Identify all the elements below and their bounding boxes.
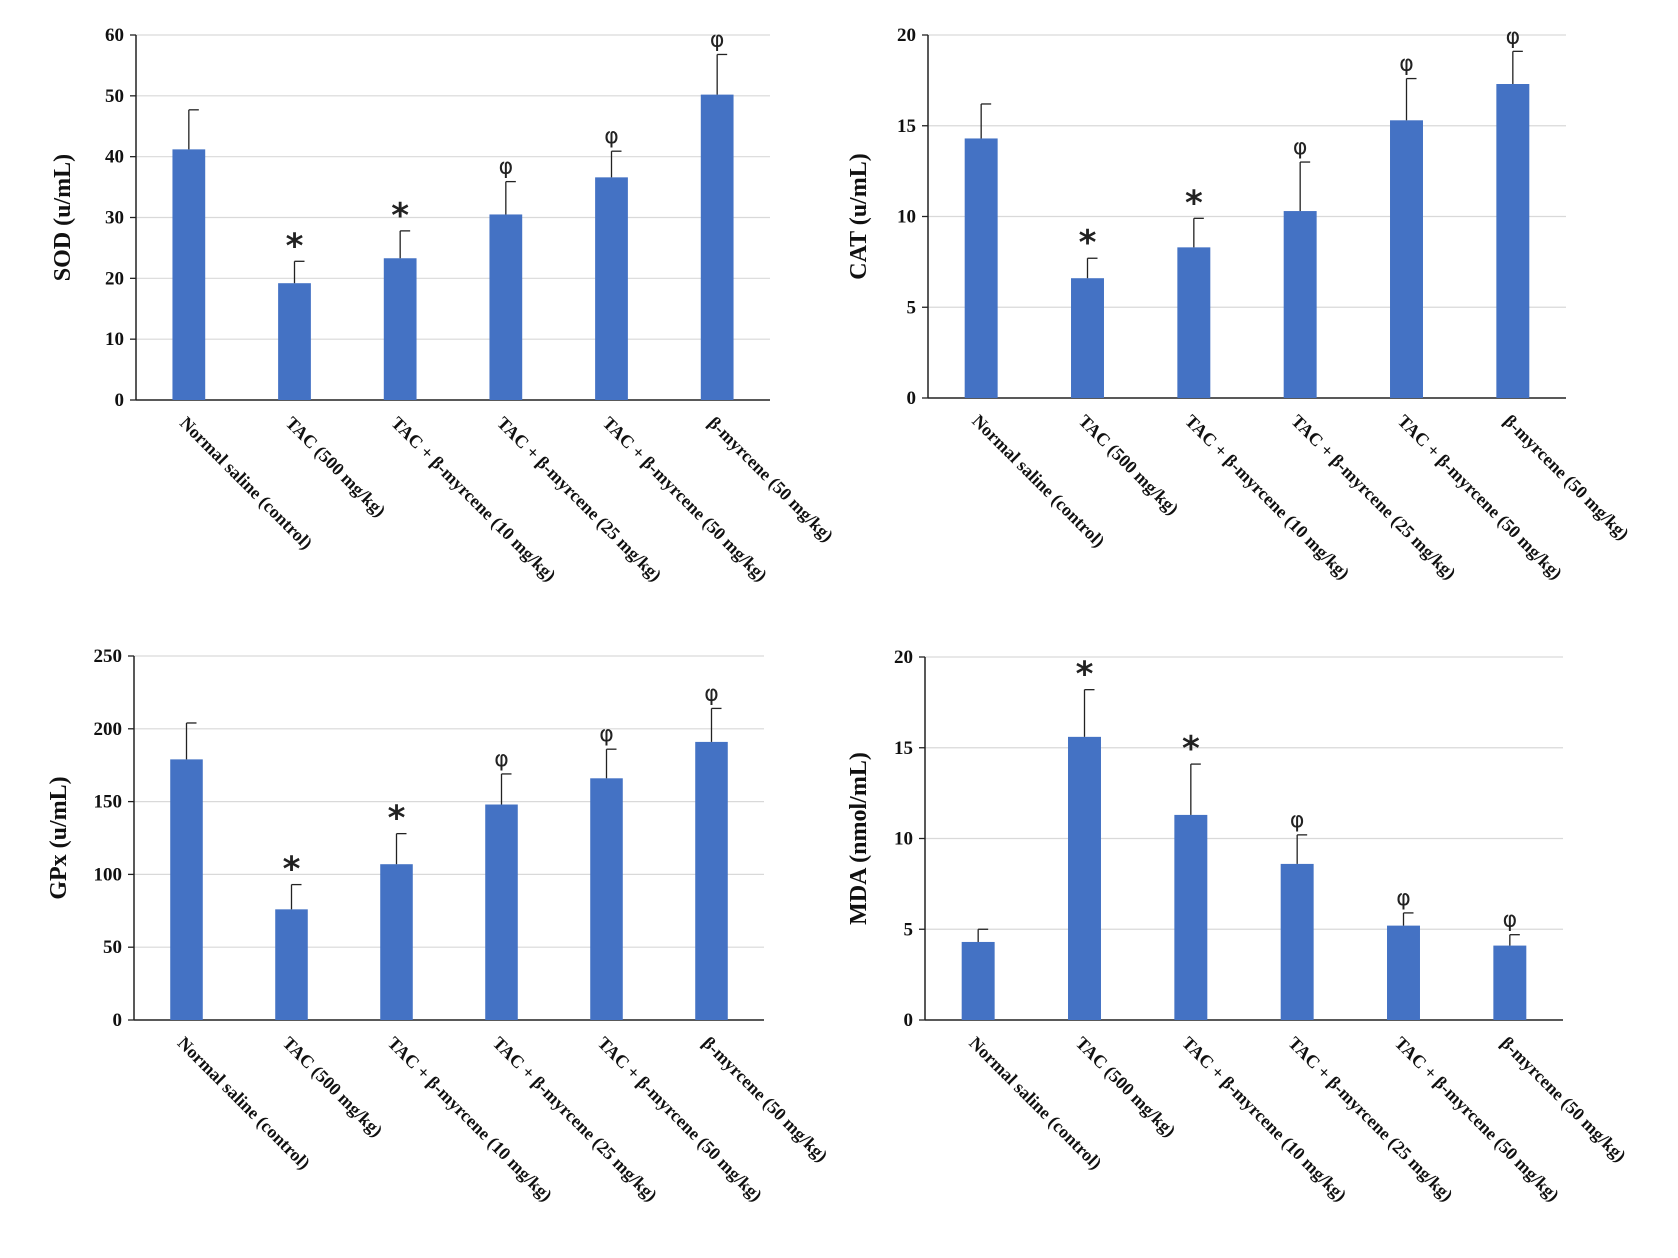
bar bbox=[1177, 247, 1211, 398]
significance-marker: φ bbox=[599, 722, 614, 747]
y-tick-label: 0 bbox=[115, 390, 125, 411]
bar bbox=[1387, 925, 1420, 1020]
bar bbox=[485, 804, 518, 1020]
significance-marker: * bbox=[1185, 183, 1203, 223]
y-tick-label: 50 bbox=[105, 86, 124, 107]
significance-marker: * bbox=[1076, 655, 1094, 695]
significance-marker: φ bbox=[1396, 886, 1411, 911]
y-tick-label: 5 bbox=[904, 919, 914, 940]
bar bbox=[1283, 211, 1317, 398]
y-tick-label: 10 bbox=[894, 829, 913, 850]
y-tick-label: 150 bbox=[94, 792, 123, 813]
y-tick-label: 0 bbox=[907, 388, 917, 409]
significance-marker: * bbox=[388, 799, 406, 839]
bar bbox=[700, 94, 734, 400]
bar bbox=[1496, 84, 1530, 398]
y-tick-label: 10 bbox=[105, 329, 124, 350]
bar bbox=[961, 941, 995, 1020]
significance-marker: φ bbox=[1506, 24, 1521, 49]
y-tick-label: 0 bbox=[113, 1010, 123, 1031]
y-tick-label: 30 bbox=[105, 208, 124, 229]
bar bbox=[1174, 814, 1208, 1020]
bar bbox=[172, 149, 206, 400]
bar bbox=[380, 864, 413, 1020]
y-tick-label: 20 bbox=[897, 25, 916, 46]
significance-marker: φ bbox=[1290, 808, 1305, 833]
bar bbox=[1071, 278, 1104, 398]
bar bbox=[695, 741, 728, 1020]
bar bbox=[278, 283, 311, 400]
y-tick-label: 20 bbox=[894, 647, 913, 668]
y-tick-label: 100 bbox=[94, 864, 123, 885]
significance-marker: * bbox=[283, 850, 301, 890]
y-tick-label: 10 bbox=[897, 207, 916, 228]
y-tick-label: 200 bbox=[94, 719, 123, 740]
significance-marker: φ bbox=[1503, 908, 1518, 933]
significance-marker: * bbox=[1182, 729, 1200, 769]
bar bbox=[275, 909, 308, 1020]
y-axis-label: MDA (nmol/mL) bbox=[846, 752, 872, 925]
y-axis-label: CAT (u/mL) bbox=[846, 153, 872, 279]
y-tick-label: 0 bbox=[904, 1010, 914, 1031]
significance-marker: φ bbox=[704, 681, 719, 706]
significance-marker: φ bbox=[604, 124, 619, 149]
significance-marker: φ bbox=[1399, 52, 1414, 77]
bar bbox=[1068, 736, 1101, 1020]
y-tick-label: 60 bbox=[105, 25, 124, 46]
bar bbox=[595, 177, 628, 400]
y-tick-label: 15 bbox=[894, 738, 913, 759]
significance-marker: * bbox=[1079, 223, 1097, 263]
significance-marker: * bbox=[391, 196, 409, 236]
bar bbox=[170, 759, 203, 1020]
y-tick-label: 50 bbox=[103, 937, 122, 958]
y-tick-label: 20 bbox=[105, 268, 124, 289]
bar bbox=[383, 258, 417, 400]
y-tick-label: 15 bbox=[897, 116, 916, 137]
y-tick-label: 40 bbox=[105, 147, 124, 168]
y-tick-label: 250 bbox=[94, 646, 123, 667]
significance-marker: φ bbox=[710, 27, 725, 52]
y-axis-label: SOD (u/mL) bbox=[50, 154, 76, 281]
significance-marker: * bbox=[286, 226, 304, 266]
significance-marker: φ bbox=[1293, 135, 1308, 160]
bar bbox=[964, 138, 998, 398]
y-tick-label: 5 bbox=[907, 297, 917, 318]
bar bbox=[489, 214, 523, 400]
bar bbox=[1390, 120, 1423, 399]
significance-marker: φ bbox=[499, 155, 514, 180]
category-label: TAC (500 mg/kg) bbox=[1071, 1033, 1180, 1142]
significance-marker: φ bbox=[494, 747, 509, 772]
bar bbox=[590, 778, 623, 1020]
bar bbox=[1493, 945, 1527, 1020]
y-axis-label: GPx (u/mL) bbox=[46, 776, 72, 899]
bar bbox=[1280, 863, 1314, 1020]
